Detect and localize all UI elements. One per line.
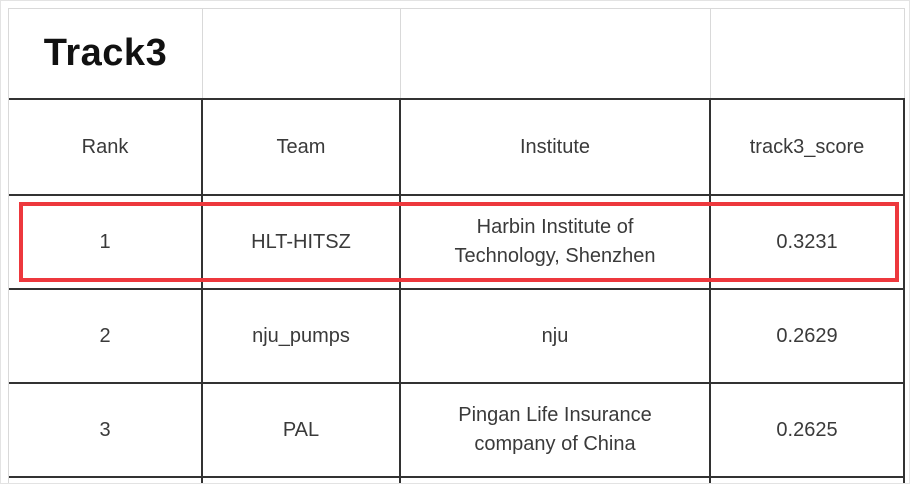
table-row: 1 HLT-HITSZ Harbin Institute of Technolo…: [9, 196, 905, 290]
institute-cell: Harbin Institute of Technology, Shenzhen: [401, 196, 711, 290]
team-cell: PAL: [203, 384, 401, 478]
table-header-row: Rank Team Institute track3_score: [9, 100, 905, 196]
empty-cell: [203, 478, 401, 483]
empty-cell: [9, 478, 203, 483]
team-cell: nju_pumps: [203, 290, 401, 384]
table-row-clipped: [9, 478, 905, 483]
title-cell: Track3: [9, 9, 203, 98]
empty-cell: [401, 478, 711, 483]
institute-cell: Pingan Life Insurance company of China: [401, 384, 711, 478]
institute-text: nju: [541, 324, 569, 347]
leaderboard-table: Rank Team Institute track3_score 1 HLT-H…: [9, 98, 905, 483]
institute-text: Pingan Life Insurance company of China: [458, 404, 652, 455]
rank-cell: 3: [9, 384, 203, 478]
column-header-score: track3_score: [711, 100, 905, 196]
score-cell: 0.2629: [711, 290, 905, 384]
institute-text: Harbin Institute of Technology, Shenzhen: [454, 216, 656, 267]
title-cell-empty: [401, 9, 711, 98]
leaderboard-sheet: Track3 Rank Team Institute track3_score …: [8, 8, 905, 483]
score-cell: 0.3231: [711, 196, 905, 290]
score-cell: 0.2625: [711, 384, 905, 478]
rank-cell: 2: [9, 290, 203, 384]
empty-cell: [711, 478, 905, 483]
team-cell: HLT-HITSZ: [203, 196, 401, 290]
column-header-institute: Institute: [401, 100, 711, 196]
title-row: Track3: [9, 9, 905, 98]
table-row: 3 PAL Pingan Life Insurance company of C…: [9, 384, 905, 478]
table-row: 2 nju_pumps nju 0.2629: [9, 290, 905, 384]
institute-cell: nju: [401, 290, 711, 384]
rank-cell: 1: [9, 196, 203, 290]
title-cell-empty: [203, 9, 401, 98]
title-cell-empty: [711, 9, 905, 98]
column-header-rank: Rank: [9, 100, 203, 196]
page-title: Track3: [43, 32, 168, 74]
column-header-team: Team: [203, 100, 401, 196]
